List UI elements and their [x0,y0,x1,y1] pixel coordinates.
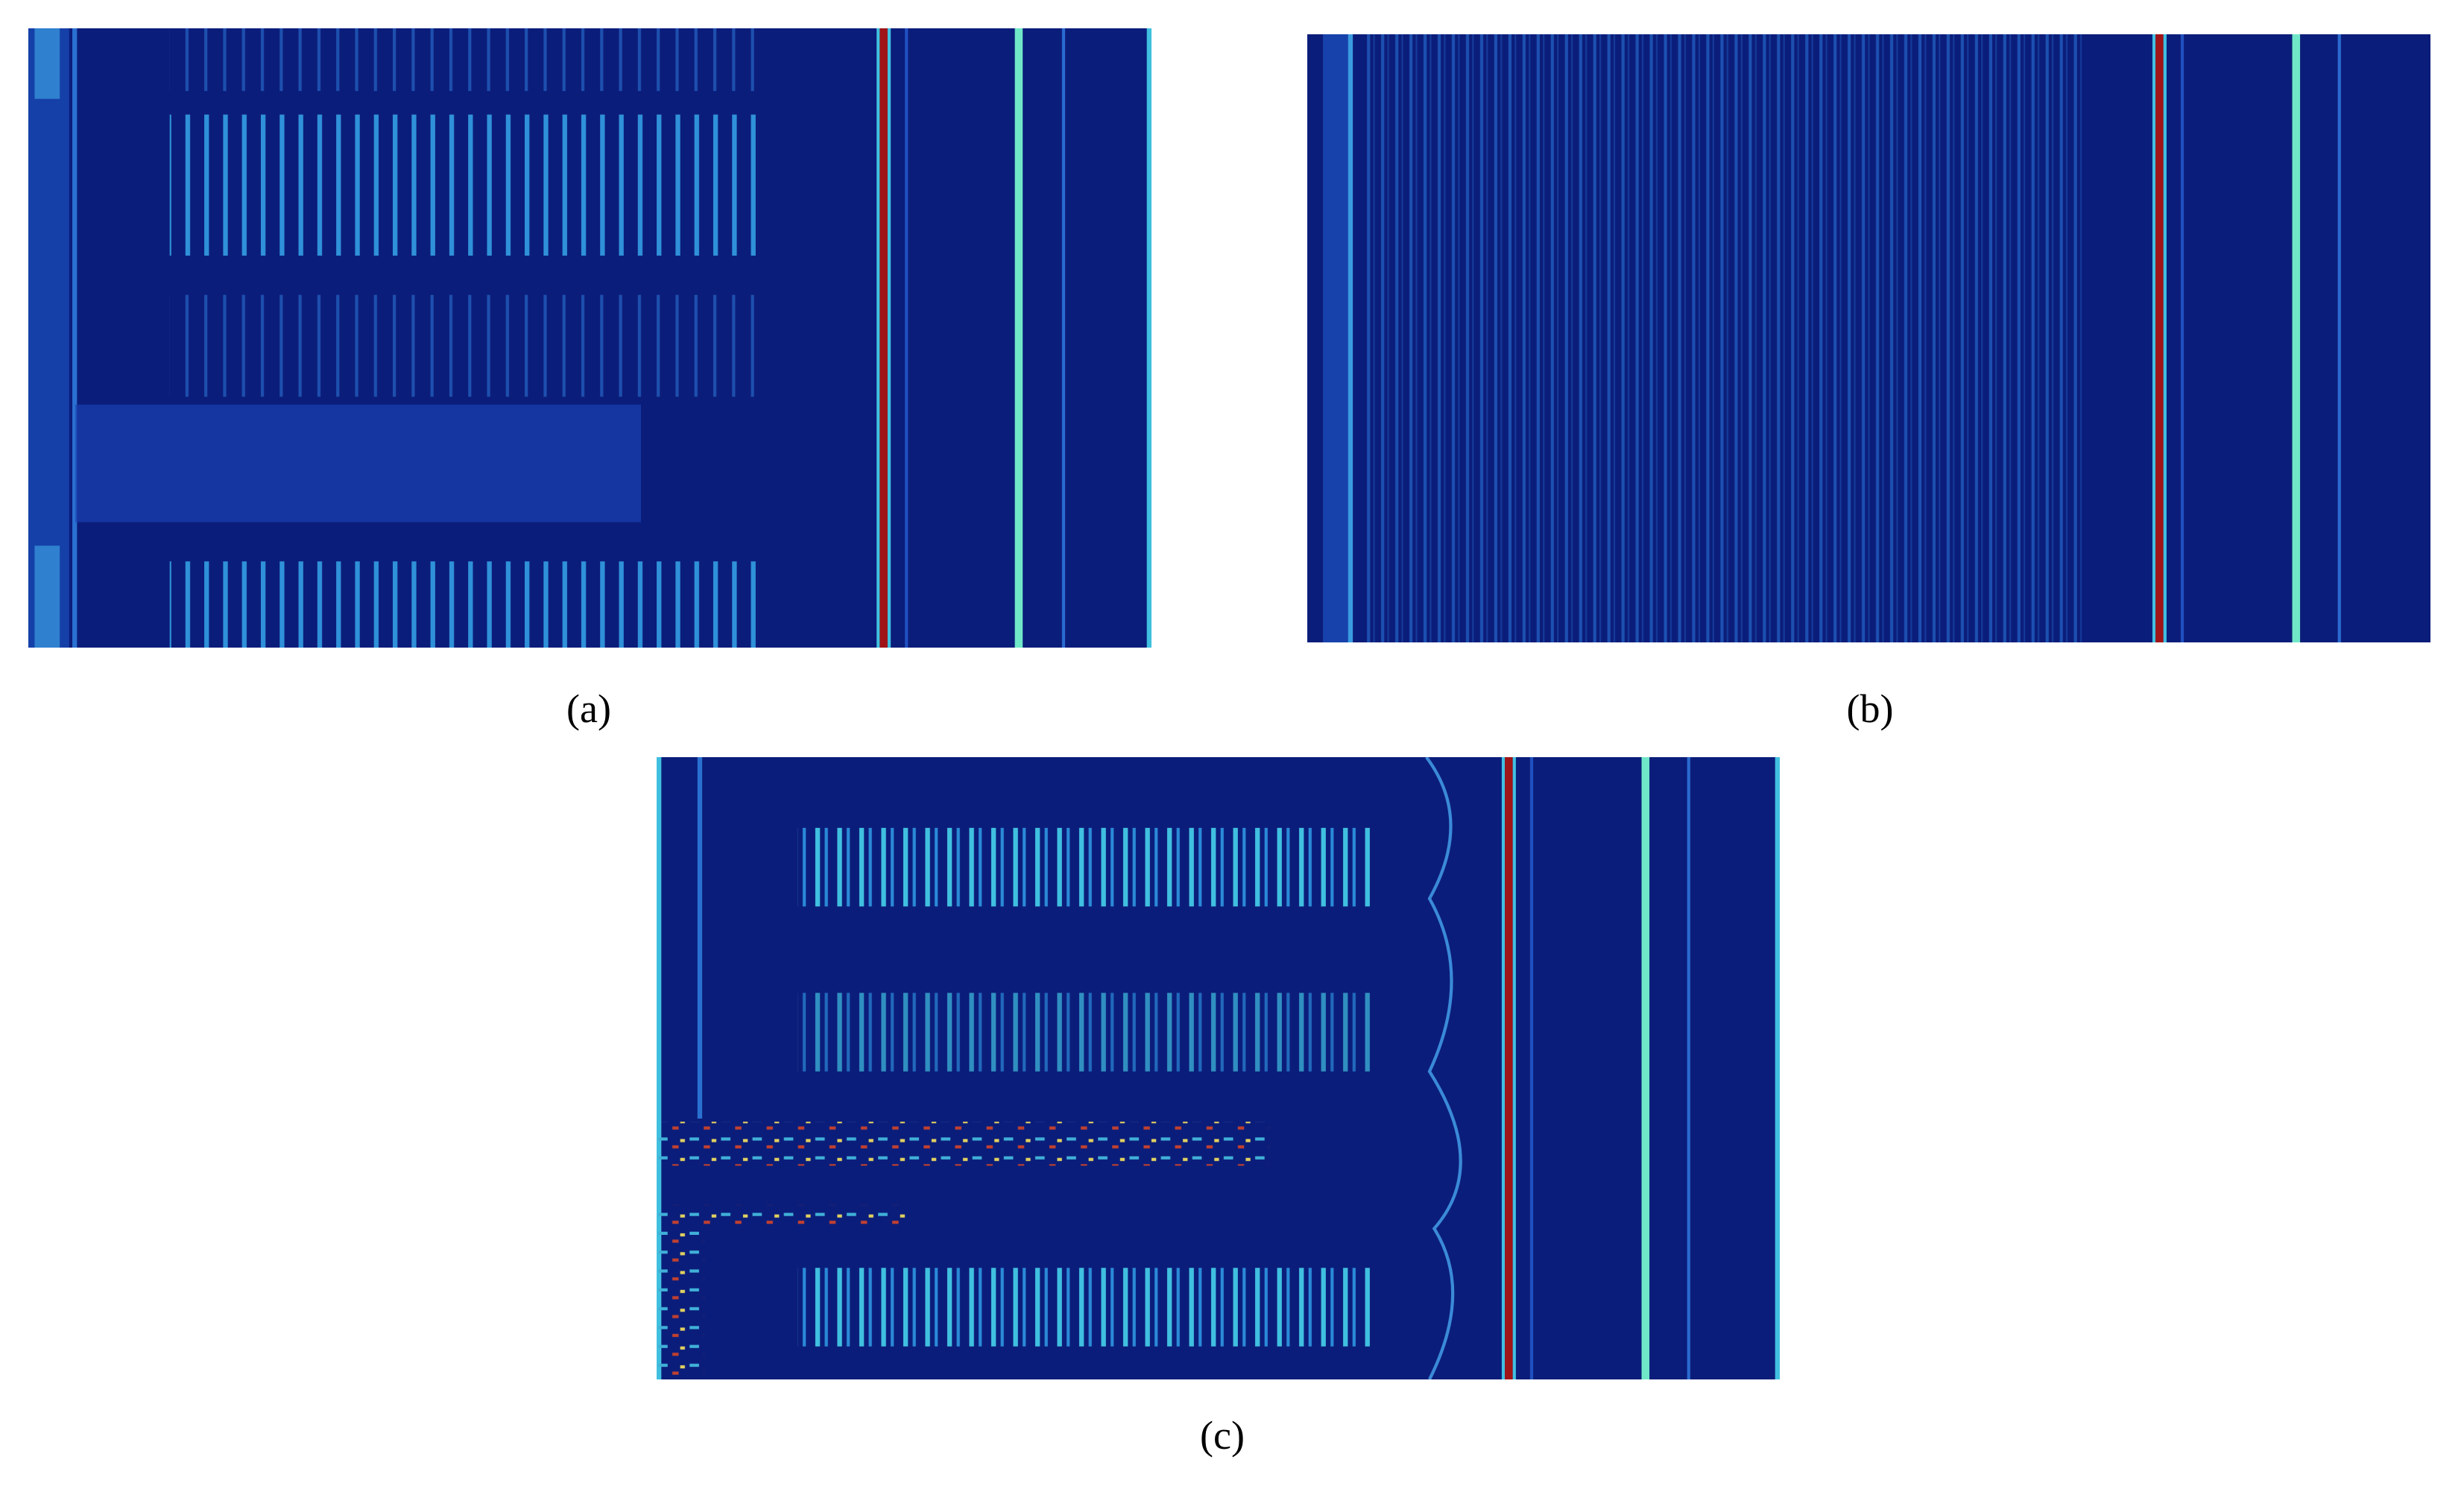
spectrogram-a [28,28,1152,648]
panel-label: (b) [1846,686,1894,731]
panel-label: (c) [1200,1413,1245,1458]
panel-label: (a) [566,686,611,731]
spectrogram-b [1307,34,2430,642]
spectrogram-c [657,757,1780,1379]
